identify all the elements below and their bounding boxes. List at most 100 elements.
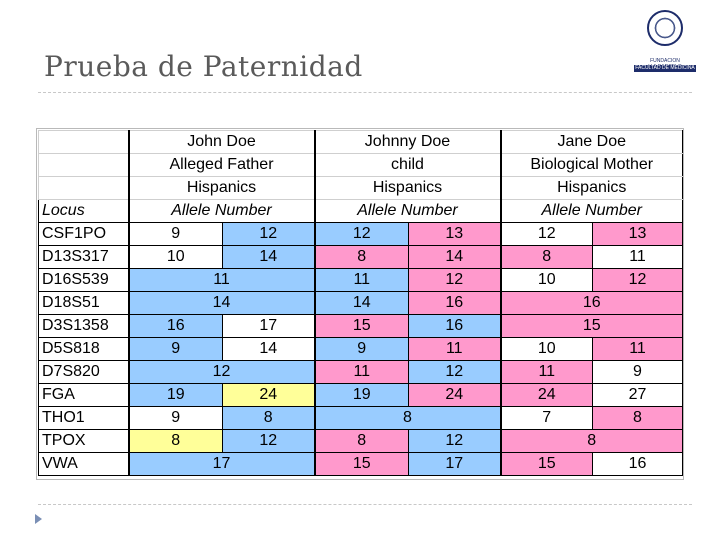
header-row-role: Alleged Father child Biological Mother bbox=[38, 153, 683, 177]
header-row-allele: Locus Allele Number Allele Number Allele… bbox=[38, 199, 683, 223]
locus-cell: CSF1PO bbox=[38, 222, 129, 246]
father-allele-cell: 14 bbox=[127, 291, 315, 315]
mother-allele-cell: 15 bbox=[499, 452, 593, 476]
table-row: D7S820 12 11 12 11 9 bbox=[38, 360, 683, 384]
child-allele-cell: 8 bbox=[313, 406, 501, 430]
mother-allele-cell: 16 bbox=[499, 291, 683, 315]
mother-allele-cell: 16 bbox=[592, 452, 683, 476]
table-row: FGA 19 24 19 24 24 27 bbox=[38, 383, 683, 407]
mother-role-header: Biological Mother bbox=[499, 153, 683, 177]
father-allele-cell: 14 bbox=[222, 337, 315, 361]
child-allele-cell: 14 bbox=[408, 245, 501, 269]
logo-faculty-text: FACULTAD DE MEDICINA bbox=[634, 65, 696, 72]
father-allele-cell: 17 bbox=[222, 314, 315, 338]
mother-allele-cell: 8 bbox=[499, 245, 593, 269]
mother-allele-cell: 7 bbox=[499, 406, 593, 430]
child-name-header: Johnny Doe bbox=[313, 130, 501, 154]
child-allele-cell: 11 bbox=[313, 360, 409, 384]
slide-title: Prueba de Paternidad bbox=[44, 50, 363, 83]
paternity-table: John Doe Johnny Doe Jane Doe Alleged Fat… bbox=[38, 130, 683, 476]
locus-header: Locus bbox=[38, 199, 129, 223]
father-allele-cell: 8 bbox=[127, 429, 223, 453]
child-allele-cell: 17 bbox=[408, 452, 501, 476]
father-allele-cell: 19 bbox=[127, 383, 223, 407]
blank-header-cell bbox=[38, 153, 130, 177]
mother-allele-cell: 8 bbox=[592, 406, 683, 430]
father-allele-cell: 16 bbox=[127, 314, 223, 338]
father-allele-cell: 11 bbox=[127, 268, 315, 292]
locus-cell: D18S51 bbox=[38, 291, 129, 315]
child-allele-cell: 16 bbox=[408, 291, 501, 315]
blank-header-cell bbox=[38, 130, 130, 154]
child-allele-cell: 15 bbox=[313, 314, 409, 338]
father-allele-cell: 14 bbox=[222, 245, 315, 269]
mother-allele-cell: 15 bbox=[499, 314, 683, 338]
father-allele-cell: 24 bbox=[222, 383, 315, 407]
father-role-header: Alleged Father bbox=[127, 153, 315, 177]
seal-icon bbox=[647, 10, 683, 46]
father-allele-cell: 9 bbox=[127, 406, 223, 430]
locus-cell: D16S539 bbox=[38, 268, 129, 292]
child-allele-header: Allele Number bbox=[313, 199, 501, 223]
father-allele-cell: 12 bbox=[127, 360, 315, 384]
father-allele-cell: 9 bbox=[127, 222, 223, 246]
child-allele-cell: 12 bbox=[313, 222, 409, 246]
father-allele-cell: 17 bbox=[127, 452, 315, 476]
father-allele-cell: 9 bbox=[127, 337, 223, 361]
father-allele-cell: 8 bbox=[222, 406, 315, 430]
locus-cell: D13S317 bbox=[38, 245, 129, 269]
locus-cell: TPOX bbox=[38, 429, 129, 453]
header-row-group: Hispanics Hispanics Hispanics bbox=[38, 176, 683, 200]
table-body: John Doe Johnny Doe Jane Doe Alleged Fat… bbox=[38, 130, 683, 476]
mother-allele-cell: 9 bbox=[592, 360, 683, 384]
mother-group-header: Hispanics bbox=[499, 176, 683, 200]
child-allele-cell: 12 bbox=[408, 429, 501, 453]
blank-header-cell bbox=[38, 176, 130, 200]
table-row: THO1 9 8 8 7 8 bbox=[38, 406, 683, 430]
table-row: D18S51 14 14 16 16 bbox=[38, 291, 683, 315]
mother-allele-cell: 8 bbox=[499, 429, 683, 453]
father-group-header: Hispanics bbox=[127, 176, 315, 200]
mother-allele-cell: 13 bbox=[592, 222, 683, 246]
child-allele-cell: 12 bbox=[408, 360, 501, 384]
mother-allele-cell: 12 bbox=[499, 222, 593, 246]
child-allele-cell: 11 bbox=[408, 337, 501, 361]
locus-cell: D3S1358 bbox=[38, 314, 129, 338]
table-row: TPOX 8 12 8 12 8 bbox=[38, 429, 683, 453]
header-row-name: John Doe Johnny Doe Jane Doe bbox=[38, 130, 683, 154]
table-row: D3S1358 16 17 15 16 15 bbox=[38, 314, 683, 338]
title-divider bbox=[38, 92, 692, 93]
child-role-header: child bbox=[313, 153, 501, 177]
locus-cell: THO1 bbox=[38, 406, 129, 430]
table-frame bbox=[36, 128, 684, 480]
father-name-header: John Doe bbox=[127, 130, 315, 154]
child-allele-cell: 11 bbox=[313, 268, 409, 292]
mother-allele-cell: 24 bbox=[499, 383, 593, 407]
child-group-header: Hispanics bbox=[313, 176, 501, 200]
locus-cell: D5S818 bbox=[38, 337, 129, 361]
locus-cell: D7S820 bbox=[38, 360, 129, 384]
footer-divider bbox=[38, 504, 692, 505]
child-allele-cell: 14 bbox=[313, 291, 409, 315]
mother-name-header: Jane Doe bbox=[499, 130, 683, 154]
table-row: VWA 17 15 17 15 16 bbox=[38, 452, 683, 476]
mother-allele-cell: 27 bbox=[592, 383, 683, 407]
mother-allele-cell: 10 bbox=[499, 337, 593, 361]
child-allele-cell: 15 bbox=[313, 452, 409, 476]
university-logo: FUNDACION H.A.BARCELO FACULTAD DE MEDICI… bbox=[634, 10, 696, 82]
locus-cell: FGA bbox=[38, 383, 129, 407]
table-row: CSF1PO 9 12 12 13 12 13 bbox=[38, 222, 683, 246]
mother-allele-cell: 11 bbox=[592, 337, 683, 361]
child-allele-cell: 12 bbox=[408, 268, 501, 292]
father-allele-cell: 12 bbox=[222, 222, 315, 246]
child-allele-cell: 13 bbox=[408, 222, 501, 246]
father-allele-cell: 10 bbox=[127, 245, 223, 269]
child-allele-cell: 24 bbox=[408, 383, 501, 407]
child-allele-cell: 8 bbox=[313, 429, 409, 453]
father-allele-cell: 12 bbox=[222, 429, 315, 453]
father-allele-header: Allele Number bbox=[127, 199, 315, 223]
locus-cell: VWA bbox=[38, 452, 129, 476]
child-allele-cell: 9 bbox=[313, 337, 409, 361]
table-row: D5S818 9 14 9 11 10 11 bbox=[38, 337, 683, 361]
mother-allele-cell: 12 bbox=[592, 268, 683, 292]
